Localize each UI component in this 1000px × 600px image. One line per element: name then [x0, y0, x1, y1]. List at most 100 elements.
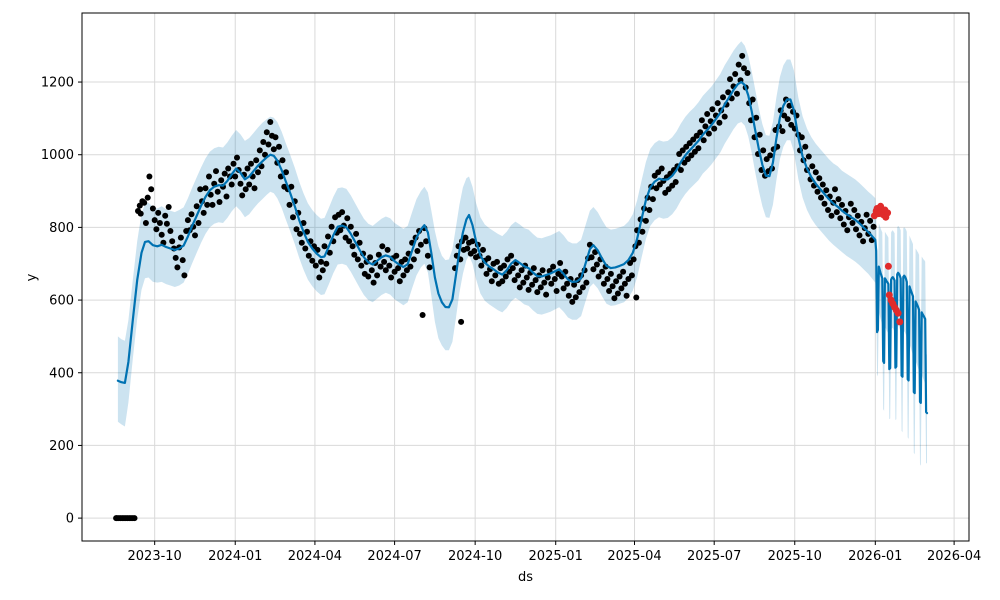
- observed-point: [714, 100, 721, 107]
- observed-point: [805, 153, 812, 160]
- observed-point: [537, 284, 544, 291]
- observed-point: [501, 262, 507, 269]
- observed-point: [270, 146, 277, 153]
- observed-point: [246, 181, 253, 188]
- observed-point: [835, 196, 842, 203]
- observed-point: [146, 173, 153, 180]
- observed-point: [727, 76, 733, 83]
- observed-point: [856, 232, 863, 239]
- observed-point: [188, 211, 195, 218]
- observed-point: [239, 192, 246, 199]
- observed-point: [520, 279, 527, 286]
- observed-point: [502, 273, 509, 280]
- observed-point: [374, 272, 381, 279]
- observed-point: [618, 285, 625, 292]
- observed-point: [614, 290, 621, 297]
- observed-point: [339, 209, 346, 216]
- observed-point: [286, 201, 293, 208]
- observed-point: [214, 188, 221, 195]
- observed-point: [642, 217, 649, 224]
- observed-point: [293, 226, 300, 233]
- anomaly-point: [894, 309, 902, 317]
- observed-point: [464, 245, 471, 252]
- observed-point: [488, 278, 495, 285]
- observed-point: [321, 243, 328, 250]
- observed-point: [839, 201, 845, 208]
- observed-point: [137, 210, 144, 217]
- observed-point: [149, 205, 156, 212]
- observed-point: [263, 129, 270, 136]
- observed-point: [508, 252, 515, 259]
- observed-point: [697, 129, 704, 136]
- y-tick-label: 800: [49, 221, 74, 236]
- observed-point: [141, 199, 148, 206]
- observed-point: [358, 262, 365, 269]
- tick-marks: [78, 81, 955, 545]
- observed-point: [288, 183, 295, 190]
- observed-point: [131, 515, 138, 522]
- x-tick-label: 2024-10: [448, 549, 502, 564]
- observed-point: [623, 292, 630, 299]
- observed-point: [499, 278, 506, 285]
- observed-point: [162, 212, 169, 219]
- observed-point: [725, 89, 732, 96]
- observed-point: [523, 274, 530, 281]
- observed-point: [709, 106, 716, 113]
- observed-point: [760, 147, 767, 154]
- observed-point: [218, 177, 225, 184]
- observed-point: [244, 165, 251, 172]
- observed-point: [825, 207, 831, 213]
- observed-point: [630, 256, 637, 263]
- observed-point: [837, 215, 844, 222]
- y-tick-label: 1200: [41, 76, 74, 91]
- observed-point: [532, 277, 539, 284]
- observed-point: [604, 276, 611, 282]
- observed-point: [576, 289, 583, 296]
- observed-point: [633, 294, 640, 301]
- observed-point: [579, 284, 586, 291]
- observed-point: [870, 223, 877, 230]
- observed-point: [611, 295, 618, 302]
- observed-point: [151, 217, 158, 224]
- observed-point: [649, 196, 656, 203]
- observed-point: [379, 243, 386, 250]
- observed-point: [156, 220, 163, 226]
- observed-point: [163, 220, 170, 227]
- observed-point: [721, 113, 728, 120]
- observed-point: [221, 170, 228, 177]
- observed-point: [316, 274, 323, 281]
- observed-point: [370, 279, 377, 286]
- observed-point: [417, 241, 424, 248]
- observed-point: [551, 276, 558, 282]
- anomaly-points: [870, 202, 904, 326]
- anomaly-point: [884, 262, 892, 270]
- axes-box: [81, 12, 970, 542]
- observed-point: [735, 61, 742, 68]
- observed-point: [569, 298, 576, 305]
- observed-point: [251, 185, 258, 192]
- observed-point: [677, 167, 684, 173]
- observed-point: [300, 220, 307, 226]
- observed-point: [478, 262, 485, 269]
- observed-point: [290, 214, 296, 221]
- observed-point: [267, 119, 274, 125]
- observed-point: [863, 211, 870, 218]
- observed-point: [325, 233, 331, 240]
- observed-point: [225, 165, 232, 172]
- observed-point: [172, 254, 179, 261]
- observed-point: [228, 181, 235, 188]
- observed-point: [620, 268, 627, 275]
- observed-point: [525, 286, 532, 293]
- observed-point: [832, 186, 838, 193]
- observed-point: [368, 267, 375, 274]
- observed-point: [309, 257, 316, 264]
- observed-point: [471, 248, 478, 254]
- observed-point: [367, 254, 374, 261]
- observed-point: [698, 117, 705, 124]
- observed-point: [255, 169, 261, 176]
- anomaly-point: [884, 209, 892, 217]
- observed-point: [272, 134, 279, 141]
- observed-point: [209, 201, 216, 208]
- observed-point: [741, 65, 747, 72]
- observed-point: [844, 227, 851, 234]
